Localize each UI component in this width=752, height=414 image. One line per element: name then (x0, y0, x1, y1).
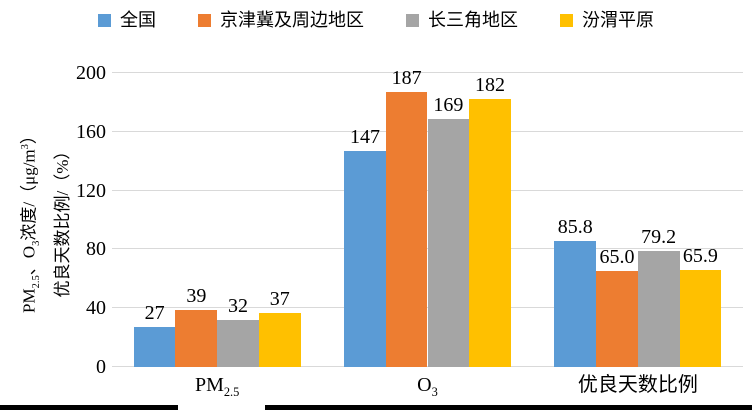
chart-legend: 全国 京津冀及周边地区 长三角地区 汾渭平原 (0, 8, 752, 32)
legend-label: 京津冀及周边地区 (220, 10, 364, 30)
bar-value-label: 37 (269, 287, 290, 310)
legend-swatch-icon (98, 13, 111, 27)
bar (217, 319, 259, 367)
bar (133, 327, 176, 367)
bar-value-label: 79.2 (641, 225, 677, 248)
category-label: PM2.5 (195, 375, 239, 398)
bar-value-label: 85.8 (557, 215, 593, 238)
bar (385, 92, 428, 367)
bar (344, 150, 386, 367)
legend-swatch-icon (560, 13, 573, 27)
bar-value-label: 65.0 (599, 246, 635, 269)
y-axis-tick-label: 200 (76, 62, 106, 84)
text-segment: 优良天数比例/（%） (53, 142, 73, 298)
bar-value-label: 147 (349, 125, 380, 148)
bar (258, 312, 301, 367)
bar (637, 250, 680, 367)
text-segment: 优良天数比例 (577, 374, 698, 396)
bar-value-label: 65.9 (682, 245, 718, 268)
category-label: O3 (417, 375, 438, 398)
gridline (112, 72, 743, 73)
bar (175, 309, 218, 367)
legend-item: 长三角地区 (406, 11, 518, 29)
bar-value-label: 182 (475, 74, 506, 97)
y-axis-title: PM2.5、O3浓度/（μg/m3） 优良天数比例/（%） (13, 55, 72, 385)
legend-swatch-icon (198, 13, 211, 27)
legend-label: 汾渭平原 (582, 10, 654, 30)
bottom-rule-right-segment (265, 405, 752, 410)
y-axis-title-line: 优良天数比例/（%） (50, 55, 76, 385)
legend-item: 京津冀及周边地区 (198, 11, 364, 29)
text-segment: 2.5 (223, 385, 240, 399)
y-axis-tick-label: 80 (86, 238, 106, 261)
legend-label: 长三角地区 (428, 10, 518, 30)
bar (596, 271, 638, 367)
bar (554, 240, 597, 367)
bar (427, 118, 470, 367)
bar (679, 270, 722, 367)
y-axis-tick-label: 0 (96, 356, 106, 378)
y-axis-title-line: PM2.5、O3浓度/（μg/m3） (13, 55, 50, 385)
text-segment: O (417, 374, 432, 396)
legend-swatch-icon (406, 13, 419, 27)
bar-value-label: 39 (186, 284, 207, 307)
bar-value-label: 169 (433, 93, 464, 116)
bar-value-label: 27 (144, 302, 165, 325)
legend-item: 汾渭平原 (560, 11, 654, 29)
text-segment: 3 (20, 144, 31, 150)
y-axis-tick-label: 160 (76, 120, 106, 143)
text-segment: PM (194, 374, 224, 396)
bottom-rule-left-segment (0, 405, 178, 410)
plot-area: PM2.5 27 39 32 37 O3 147 187 169 182 优良天数比例 85.8 65.… (112, 68, 743, 398)
text-segment: 2.5 (31, 275, 43, 289)
bar (469, 99, 511, 367)
legend-item: 全国 (98, 11, 156, 29)
y-axis-tick-label: 120 (76, 179, 106, 202)
bar-value-label: 32 (228, 294, 249, 317)
bar-value-label: 187 (391, 67, 422, 90)
y-axis-tick-label: 40 (86, 297, 106, 320)
text-segment: 3 (431, 385, 438, 399)
category-label: 优良天数比例 (578, 375, 698, 395)
legend-label: 全国 (120, 10, 156, 30)
